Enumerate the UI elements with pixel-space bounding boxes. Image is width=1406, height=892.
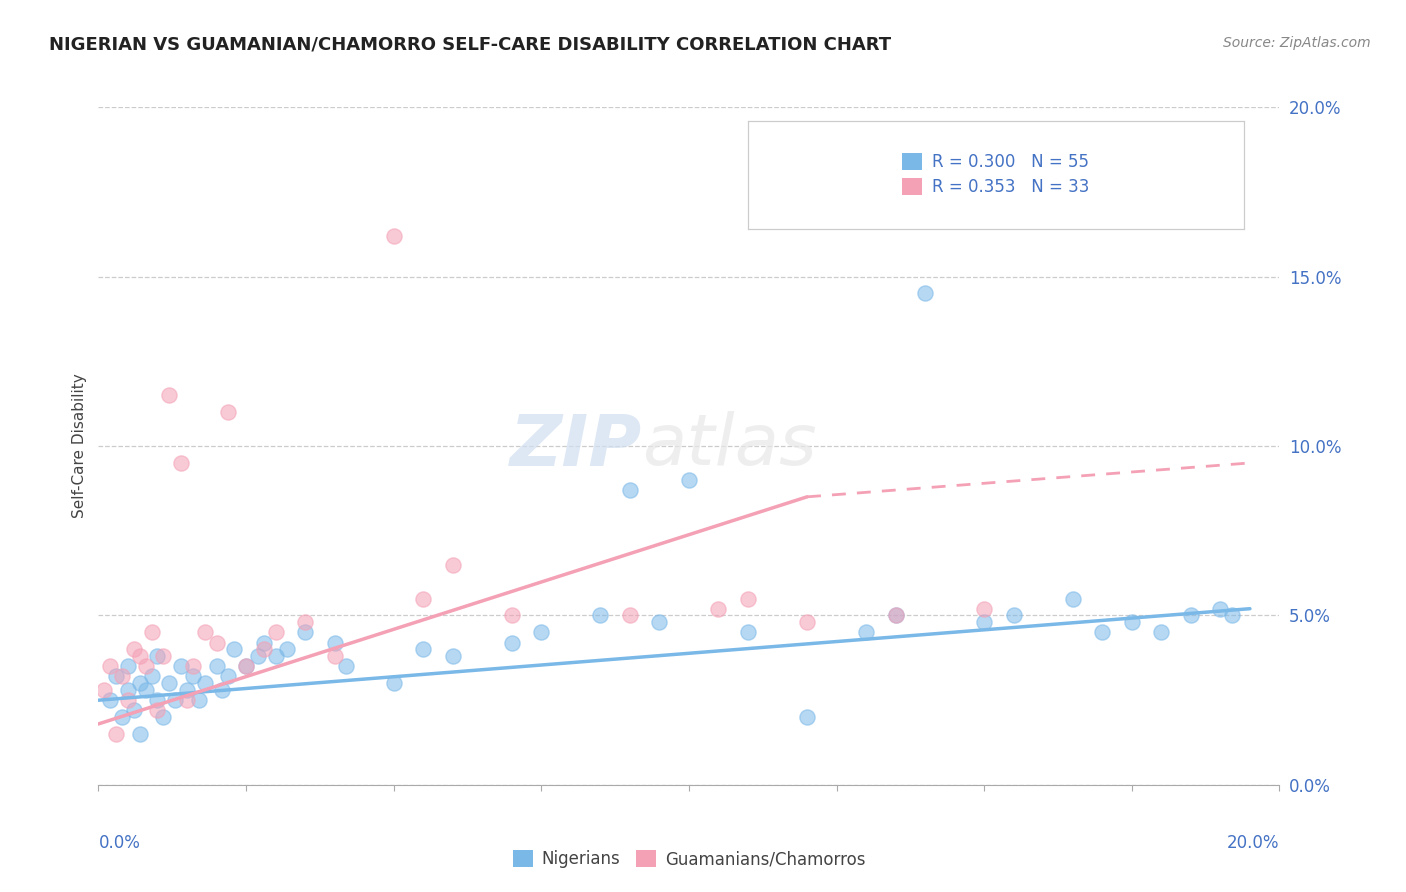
Point	[211, 683, 233, 698]
Text: atlas: atlas	[641, 411, 817, 481]
Point	[176, 683, 198, 698]
Point	[235, 659, 257, 673]
Point	[128, 727, 150, 741]
Point	[796, 710, 818, 724]
Point	[382, 228, 405, 243]
Point	[187, 693, 209, 707]
Point	[648, 615, 671, 630]
Point	[707, 601, 730, 615]
Point	[176, 693, 198, 707]
Point	[135, 659, 157, 673]
Point	[294, 625, 316, 640]
Point	[235, 659, 257, 673]
Point	[441, 649, 464, 664]
Point	[1002, 608, 1025, 623]
Point	[855, 625, 877, 640]
Point	[135, 683, 157, 698]
Point	[146, 649, 169, 664]
Point	[157, 676, 180, 690]
Point	[217, 405, 239, 419]
Point	[170, 456, 193, 470]
Point	[224, 642, 246, 657]
Point	[619, 608, 641, 623]
Point	[294, 615, 316, 630]
Point	[412, 642, 434, 657]
Point	[335, 659, 357, 673]
Text: 20.0%: 20.0%	[1227, 834, 1279, 852]
Point	[1121, 615, 1143, 630]
Point	[264, 625, 287, 640]
Point	[117, 693, 139, 707]
Point	[1180, 608, 1202, 623]
Point	[93, 683, 115, 698]
Point	[105, 727, 128, 741]
Point	[105, 669, 128, 683]
Point	[589, 608, 612, 623]
Point	[973, 615, 995, 630]
Point	[441, 558, 464, 572]
Point	[246, 649, 269, 664]
Point	[884, 608, 907, 623]
Point	[253, 642, 276, 657]
Text: Source: ZipAtlas.com: Source: ZipAtlas.com	[1223, 36, 1371, 50]
Point	[122, 703, 145, 717]
Y-axis label: Self-Care Disability: Self-Care Disability	[72, 374, 87, 518]
Point	[884, 608, 907, 623]
Point	[323, 635, 346, 649]
Point	[217, 669, 239, 683]
Point	[117, 659, 139, 673]
Point	[1150, 625, 1173, 640]
Legend: Nigerians, Guamanians/Chamorros: Nigerians, Guamanians/Chamorros	[506, 843, 872, 875]
Point	[117, 683, 139, 698]
Point	[382, 676, 405, 690]
Point	[152, 649, 174, 664]
Text: 0.0%: 0.0%	[98, 834, 141, 852]
Point	[1209, 601, 1232, 615]
Point	[128, 649, 150, 664]
Point	[737, 591, 759, 606]
Point	[914, 286, 936, 301]
Text: ZIP: ZIP	[509, 411, 641, 481]
Point	[128, 676, 150, 690]
Point	[165, 693, 187, 707]
Point	[973, 601, 995, 615]
Point	[1062, 591, 1084, 606]
Point	[111, 710, 134, 724]
Point	[501, 635, 523, 649]
Point	[141, 669, 163, 683]
Text: NIGERIAN VS GUAMANIAN/CHAMORRO SELF-CARE DISABILITY CORRELATION CHART: NIGERIAN VS GUAMANIAN/CHAMORRO SELF-CARE…	[49, 36, 891, 54]
Point	[146, 693, 169, 707]
Point	[619, 483, 641, 497]
Point	[141, 625, 163, 640]
Point	[276, 642, 298, 657]
Point	[737, 625, 759, 640]
Point	[530, 625, 553, 640]
Point	[205, 659, 228, 673]
Point	[1220, 608, 1243, 623]
Point	[98, 659, 121, 673]
Point	[205, 635, 228, 649]
Point	[146, 703, 169, 717]
Point	[98, 693, 121, 707]
Point	[1091, 625, 1114, 640]
Point	[678, 473, 700, 487]
Point	[194, 625, 217, 640]
Point	[796, 615, 818, 630]
Point	[194, 676, 217, 690]
Point	[152, 710, 174, 724]
Point	[264, 649, 287, 664]
Point	[122, 642, 145, 657]
Point	[253, 635, 276, 649]
Point	[181, 669, 204, 683]
Point	[501, 608, 523, 623]
Point	[111, 669, 134, 683]
Point	[323, 649, 346, 664]
Point	[181, 659, 204, 673]
Point	[412, 591, 434, 606]
Point	[157, 388, 180, 402]
Point	[170, 659, 193, 673]
